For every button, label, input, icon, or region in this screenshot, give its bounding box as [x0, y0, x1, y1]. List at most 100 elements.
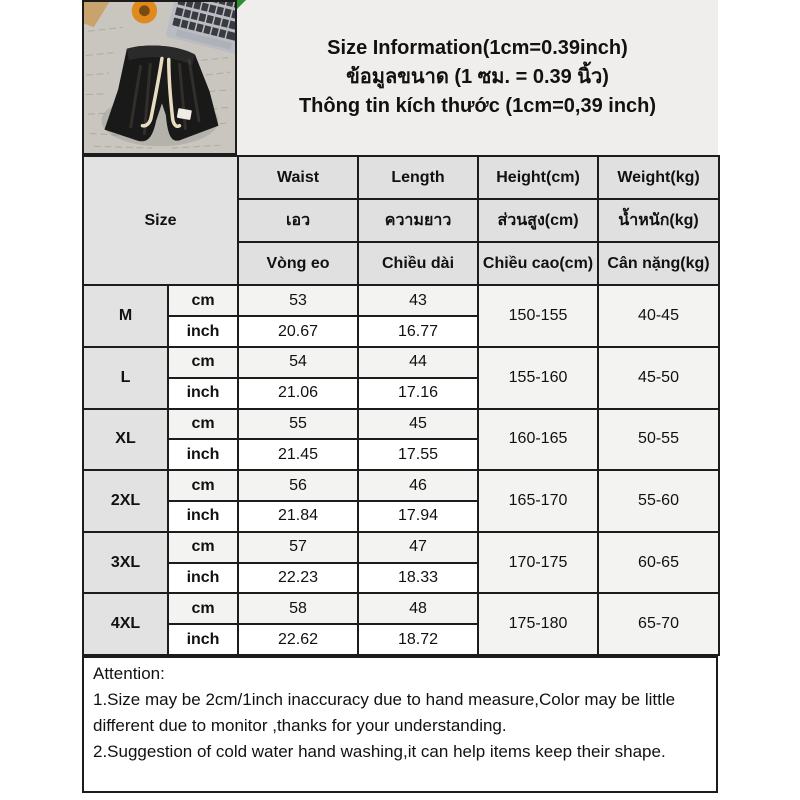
- col-header-waist-vi: Vòng eo: [237, 241, 360, 287]
- weight-range-4XL: 65-70: [597, 592, 721, 656]
- size-table-header: Size Waist Length Height(cm) Weight(kg) …: [81, 154, 721, 287]
- attention-box: Attention: 1.Size may be 2cm/1inch inacc…: [82, 656, 718, 793]
- unit-label-cm-4XL: cm: [166, 592, 240, 626]
- waist-cm-L: 54: [237, 345, 360, 379]
- size-row-M-inch: inch 20.67 16.77: [83, 315, 719, 348]
- length-cm-2XL: 46: [357, 469, 480, 502]
- size-label-2XL: 2XL: [82, 469, 169, 533]
- waist-cm-XL: 55: [237, 407, 360, 441]
- waist-cm-3XL: 57: [237, 530, 360, 564]
- product-photo: [82, 0, 237, 155]
- brand-label-tag: [176, 108, 192, 120]
- product-photo-illustration: [84, 2, 235, 153]
- col-header-length-en: Length: [357, 154, 480, 201]
- col-header-length-th: ความยาว: [357, 198, 480, 244]
- size-row-4XL-cm: 4XL cm 58 48 175-180 65-70: [82, 592, 721, 656]
- size-label-XL: XL: [82, 407, 169, 472]
- unit-label-cm-L: cm: [166, 345, 240, 379]
- size-row-3XL-inch: inch 22.23 18.33: [83, 561, 719, 595]
- unit-label-inch-4XL: inch: [166, 623, 240, 656]
- col-header-waist-th: เอว: [237, 198, 360, 244]
- drawstrings: [140, 56, 182, 129]
- unit-label-inch-L: inch: [166, 376, 240, 410]
- col-header-weight-en: Weight(kg): [597, 154, 721, 201]
- unit-label-cm-M: cm: [166, 284, 240, 318]
- attention-heading: Attention:: [93, 664, 165, 683]
- unit-label-cm-2XL: cm: [166, 469, 240, 502]
- size-label-M: M: [82, 284, 169, 348]
- unit-label-cm-3XL: cm: [166, 530, 240, 564]
- height-range-3XL: 170-175: [477, 530, 600, 595]
- col-header-weight-vi: Cân nặng(kg): [597, 241, 721, 287]
- title-thai: ข้อมูลขนาด (1 ซม. = 0.39 นิ้ว): [346, 66, 609, 88]
- waist-cm-2XL: 56: [237, 469, 360, 502]
- size-row-3XL-cm: 3XL cm 57 47 170-175 60-65: [82, 530, 721, 595]
- height-range-M: 150-155: [477, 284, 600, 348]
- attention-note-1: 1.Size may be 2cm/1inch inaccuracy due t…: [93, 690, 676, 735]
- length-cm-4XL: 48: [357, 592, 480, 626]
- waist-cm-M: 53: [237, 284, 360, 318]
- size-header-cell: Size: [81, 154, 240, 287]
- weight-range-3XL: 60-65: [597, 530, 721, 595]
- length-inch-3XL: 18.33: [357, 561, 480, 595]
- height-range-4XL: 175-180: [477, 592, 600, 656]
- col-header-height-en: Height(cm): [477, 154, 600, 201]
- size-row-2XL-cm: 2XL cm 56 46 165-170 55-60: [82, 469, 721, 533]
- waist-inch-M: 20.67: [237, 315, 360, 348]
- unit-label-inch-M: inch: [166, 315, 240, 348]
- col-header-waist-en: Waist: [237, 154, 360, 201]
- unit-label-inch-2XL: inch: [166, 499, 240, 533]
- height-range-2XL: 165-170: [477, 469, 600, 533]
- size-table: Size Waist Length Height(cm) Weight(kg) …: [81, 154, 721, 656]
- waist-inch-XL: 21.45: [237, 438, 360, 472]
- size-row-L-inch: inch 21.06 17.16: [83, 376, 719, 410]
- col-header-length-vi: Chiều dài: [357, 241, 480, 287]
- shorts-waistband: [126, 45, 196, 66]
- length-inch-XL: 17.55: [357, 438, 480, 472]
- length-cm-L: 44: [357, 345, 480, 379]
- unit-label-inch-3XL: inch: [166, 561, 240, 595]
- length-inch-L: 17.16: [357, 376, 480, 410]
- title-english: Size Information(1cm=0.39inch): [327, 37, 628, 59]
- length-inch-2XL: 17.94: [357, 499, 480, 533]
- paper-roll: [84, 2, 110, 28]
- col-header-height-th: ส่วนสูง(cm): [477, 198, 600, 244]
- size-label-3XL: 3XL: [82, 530, 169, 595]
- size-row-2XL-inch: inch 21.84 17.94: [83, 499, 719, 533]
- waist-cm-4XL: 58: [237, 592, 360, 626]
- waist-inch-2XL: 21.84: [237, 499, 360, 533]
- length-inch-4XL: 18.72: [357, 623, 480, 656]
- weight-range-M: 40-45: [597, 284, 721, 348]
- attention-note-2: 2.Suggestion of cold water hand washing,…: [93, 742, 666, 761]
- col-header-weight-th: น้ำหนัก(kg): [597, 198, 721, 244]
- laptop-keyboard: [166, 2, 235, 55]
- waist-inch-L: 21.06: [237, 376, 360, 410]
- green-corner-mark: [237, 0, 246, 9]
- height-range-L: 155-160: [477, 345, 600, 410]
- size-row-XL-inch: inch 21.45 17.55: [83, 438, 719, 472]
- length-cm-XL: 45: [357, 407, 480, 441]
- weight-range-XL: 50-55: [597, 407, 721, 472]
- size-row-4XL-inch: inch 22.62 18.72: [83, 623, 719, 656]
- weight-range-L: 45-50: [597, 345, 721, 410]
- sunflower-icon: [131, 2, 158, 24]
- unit-label-inch-XL: inch: [166, 438, 240, 472]
- height-range-XL: 160-165: [477, 407, 600, 472]
- length-cm-3XL: 47: [357, 530, 480, 564]
- waist-inch-3XL: 22.23: [237, 561, 360, 595]
- weight-range-2XL: 55-60: [597, 469, 721, 533]
- size-row-XL-cm: XL cm 55 45 160-165 50-55: [82, 407, 721, 472]
- waist-inch-4XL: 22.62: [237, 623, 360, 656]
- title-panel: Size Information(1cm=0.39inch) ข้อมูลขนา…: [237, 0, 718, 155]
- title-vietnamese: Thông tin kích thước (1cm=0,39 inch): [298, 95, 657, 117]
- size-label-L: L: [82, 345, 169, 410]
- size-label-4XL: 4XL: [82, 592, 169, 656]
- length-cm-M: 43: [357, 284, 480, 318]
- col-header-height-vi: Chiều cao(cm): [477, 241, 600, 287]
- unit-label-cm-XL: cm: [166, 407, 240, 441]
- length-inch-M: 16.77: [357, 315, 480, 348]
